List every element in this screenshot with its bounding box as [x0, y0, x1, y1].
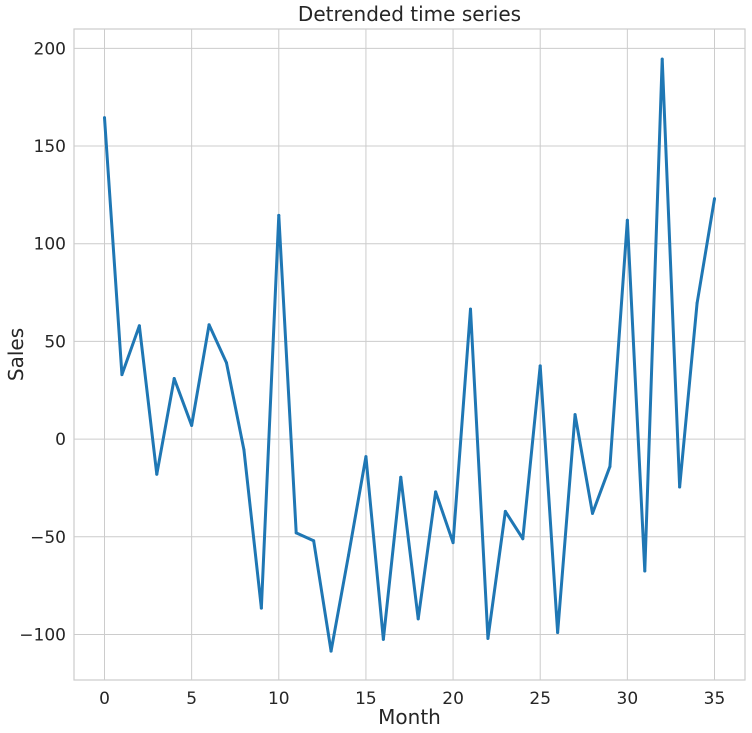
data-point [713, 197, 716, 201]
x-tick-label: 5 [186, 689, 197, 709]
data-point [538, 364, 542, 368]
data-point [678, 485, 682, 489]
data-point [469, 307, 472, 311]
data-point [329, 649, 333, 653]
x-tick-label: 30 [617, 689, 639, 709]
data-point [190, 423, 194, 427]
data-point [660, 57, 664, 61]
x-axis-title: Month [378, 705, 441, 729]
data-point [364, 455, 368, 459]
data-point [137, 324, 141, 328]
data-point [294, 531, 298, 535]
data-point [207, 323, 211, 327]
data-point [643, 569, 647, 573]
y-tick-label: 200 [34, 39, 66, 59]
data-point [225, 361, 228, 365]
x-tick-label: 0 [99, 689, 110, 709]
y-tick-label: 100 [34, 235, 66, 255]
data-point [155, 472, 159, 476]
y-tick-label: 0 [55, 430, 66, 450]
data-point [103, 116, 106, 120]
data-point [312, 539, 316, 543]
data-point [416, 617, 420, 621]
x-tick-label: 15 [355, 689, 377, 709]
plot-frame [73, 28, 746, 681]
data-point [381, 637, 385, 641]
data-point [521, 537, 525, 541]
data-point [695, 301, 699, 305]
x-gridlines [104, 29, 715, 680]
y-tick-label: −100 [19, 625, 66, 645]
x-tick-labels: 0 5 10 15 20 25 30 35 [99, 689, 725, 709]
y-tick-labels: −100 −50 0 50 100 150 200 [19, 39, 66, 645]
data-point [486, 636, 490, 640]
data-point [172, 377, 176, 381]
y-tick-label: −50 [30, 528, 66, 548]
y-axis-title: Sales [4, 328, 28, 381]
data-point [451, 541, 455, 545]
x-tick-label: 25 [529, 689, 551, 709]
data-point [399, 475, 403, 479]
y-gridlines [74, 47, 745, 635]
data-point [503, 509, 507, 513]
series-line [103, 57, 716, 653]
data-point [277, 213, 281, 217]
series-layer [103, 57, 716, 653]
data-point [434, 490, 438, 494]
x-tick-label: 10 [268, 689, 290, 709]
x-tick-label: 35 [704, 689, 726, 709]
chart-title: Detrended time series [298, 2, 521, 26]
x-tick-label: 20 [442, 689, 464, 709]
data-point [120, 373, 124, 377]
y-tick-label: 150 [34, 137, 66, 157]
data-point [259, 606, 263, 610]
data-point [573, 413, 577, 417]
data-point [608, 464, 612, 468]
data-point [556, 631, 560, 635]
data-point [625, 218, 629, 222]
data-point [347, 553, 350, 557]
data-point [591, 511, 594, 515]
y-tick-label: 50 [44, 332, 66, 352]
data-point [242, 448, 246, 452]
